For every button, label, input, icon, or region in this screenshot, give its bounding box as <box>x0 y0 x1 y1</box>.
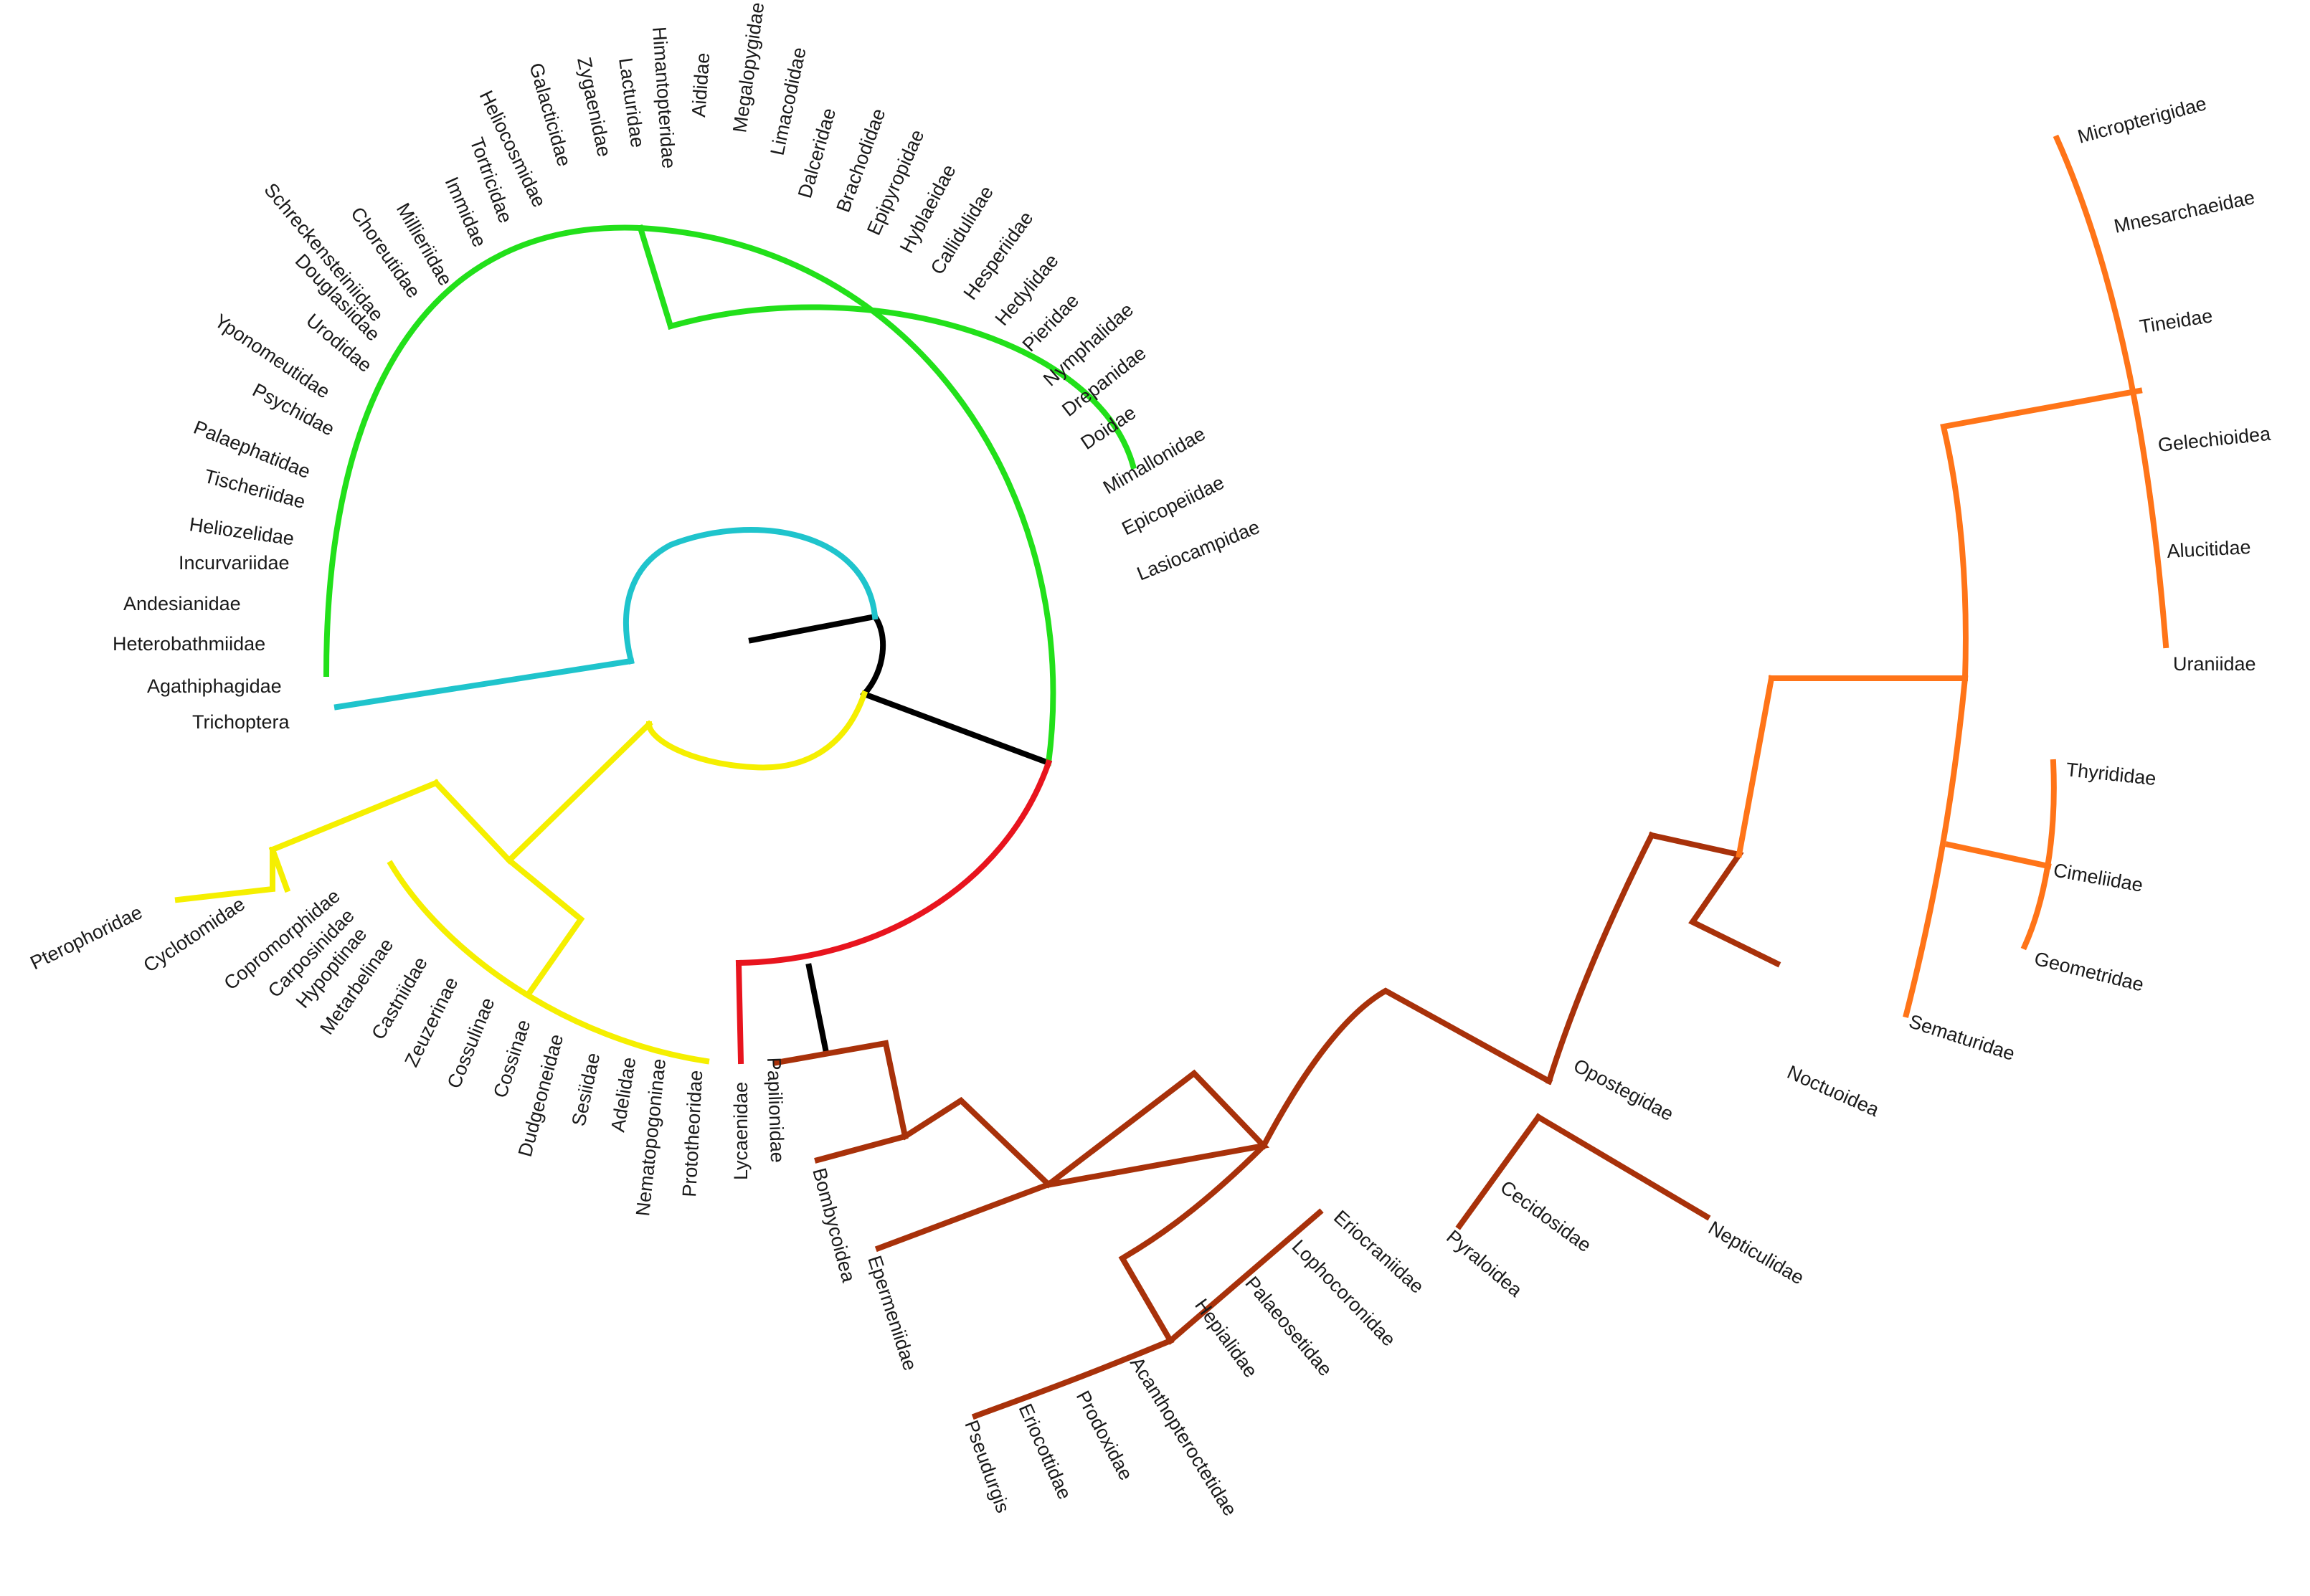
orange-to-cimeliidae <box>1945 841 2052 870</box>
tip-labels: Trichoptera Agathiphagidae Heterobathmii… <box>27 1 2272 1519</box>
tip-label: Alucitidae <box>2167 536 2251 562</box>
brown-upper <box>1044 1069 1270 1189</box>
yellow-stem-1 <box>505 720 653 865</box>
root-branches <box>748 612 1053 1056</box>
tip-label: Aididae <box>688 52 714 118</box>
tip-label: Pseudurgis <box>960 1417 1013 1516</box>
tip-label: Himantopteridae <box>648 26 680 169</box>
branches <box>174 134 2169 1420</box>
yellow-to-pterophoridae <box>268 779 440 854</box>
branch-to-papilionidae <box>805 963 830 1056</box>
tip-label: Heliozelidae <box>188 513 295 549</box>
tip-label: Acanthopteroctetidae <box>1126 1353 1241 1519</box>
brown-to-pyraloidea <box>1455 1113 1543 1230</box>
orange-upper-arc <box>1940 387 2143 682</box>
tip-label: Adelidae <box>607 1055 640 1133</box>
red-to-lycaenidae <box>735 959 744 1065</box>
tip-label: Andesianidae <box>123 593 241 614</box>
tip-label: Incurvariidae <box>179 552 290 574</box>
orange-thyrididae-arc <box>2020 759 2057 951</box>
cyan-arc <box>623 527 879 665</box>
tip-label: Galacticidae <box>525 60 575 168</box>
tip-label: Trichoptera <box>192 711 290 733</box>
brown-to-nepticulidae <box>1534 1113 1711 1221</box>
tip-label: Papilionidae <box>763 1057 788 1163</box>
tip-label: Noctuoidea <box>1784 1061 1883 1121</box>
green-main-arc <box>323 224 1056 766</box>
brown-noctuoidea <box>1648 832 1781 968</box>
branch-to-green-clade <box>860 690 1053 767</box>
orange-clade-branches <box>1736 134 2169 1018</box>
tip-label: Geometridae <box>2032 948 2146 996</box>
tip-label: Micropterigidae <box>2075 92 2209 148</box>
trichoptera-clade-branches <box>333 527 879 711</box>
tip-label: Cimeliidae <box>2052 859 2144 896</box>
tip-label: Sesiidae <box>568 1051 605 1129</box>
brown-clade-branches <box>773 831 1781 1420</box>
tip-label: Schreckensteiniidae <box>260 179 387 326</box>
red-arc <box>735 759 1053 966</box>
tip-label: Lacturidae <box>615 57 648 149</box>
yellow-to-cyclotomidae <box>268 845 291 893</box>
tip-label: Nematopogoninae <box>632 1058 670 1217</box>
green-sub-stem <box>637 224 674 330</box>
tip-label: Doidae <box>1077 402 1140 454</box>
tip-label: Pterophoridae <box>27 901 146 974</box>
yellow-clade-branches <box>174 690 868 1065</box>
tip-label: Lycaenidae <box>730 1082 752 1180</box>
green-clade-branches <box>323 224 1137 766</box>
branch-trichoptera <box>333 657 635 711</box>
tip-label: Bombycoidea <box>808 1166 860 1286</box>
tip-label: Prodoxidae <box>1072 1387 1137 1484</box>
tip-label: Thyrididae <box>2065 759 2157 789</box>
tip-label: Mnesarchaeidae <box>2112 186 2257 237</box>
yellow-arc <box>645 690 868 771</box>
tip-label: Cecidosidae <box>1496 1177 1595 1257</box>
tip-label: Cyclotomidae <box>140 893 249 977</box>
brown-big-arc <box>1259 987 1553 1150</box>
red-clade-branches <box>735 759 1053 1065</box>
tip-label: Prototheoridae <box>678 1070 706 1197</box>
tip-label: Pyraloidea <box>1442 1226 1527 1302</box>
brown-lower-arc <box>1118 1141 1268 1345</box>
tip-label: Sematuridae <box>1906 1010 2017 1065</box>
tip-label: Megalopygidae <box>729 1 768 134</box>
tip-label: Cossulinae <box>443 994 499 1091</box>
tip-label: Cossinae <box>489 1017 534 1101</box>
orange-micropterigidae-arc <box>2053 134 2169 649</box>
brown-bombycoidea <box>773 1040 909 1164</box>
green-sub-arc <box>667 304 1137 470</box>
tip-label: Hepialidae <box>1190 1295 1261 1382</box>
orange-stem <box>1736 675 1775 858</box>
tip-label: Eriocottidae <box>1015 1400 1076 1502</box>
yellow-right-arc <box>387 860 710 1065</box>
brown-epermeniidae <box>874 1096 1054 1253</box>
branch-root-stem <box>748 613 879 644</box>
yellow-pterophoridae-tip <box>174 847 275 903</box>
tip-label: Heterobathmiidae <box>113 633 265 655</box>
orange-lower-arc <box>1903 675 1969 1018</box>
brown-to-eriocraniidae <box>1166 1208 1324 1345</box>
tip-label: Zygaenidae <box>573 55 615 158</box>
tip-label: Opostegidae <box>1570 1055 1677 1125</box>
brown-opostegidae-arc <box>1545 831 1656 1086</box>
brown-eriocraniidae-arc <box>971 1336 1175 1420</box>
tip-label: Tineidae <box>2138 305 2214 338</box>
tip-label: Agathiphagidae <box>147 675 282 697</box>
tip-label: Epermeniidae <box>863 1253 921 1374</box>
tip-label: Uraniidae <box>2173 653 2256 675</box>
tip-label: Nepticulidae <box>1705 1217 1808 1288</box>
tip-label: Gelechioidea <box>2157 423 2272 456</box>
tip-label: Limacodidae <box>767 45 810 157</box>
branch-root-arc <box>860 612 886 698</box>
yellow-left-bracket <box>432 779 585 995</box>
tip-label: Dalceridae <box>794 105 840 200</box>
